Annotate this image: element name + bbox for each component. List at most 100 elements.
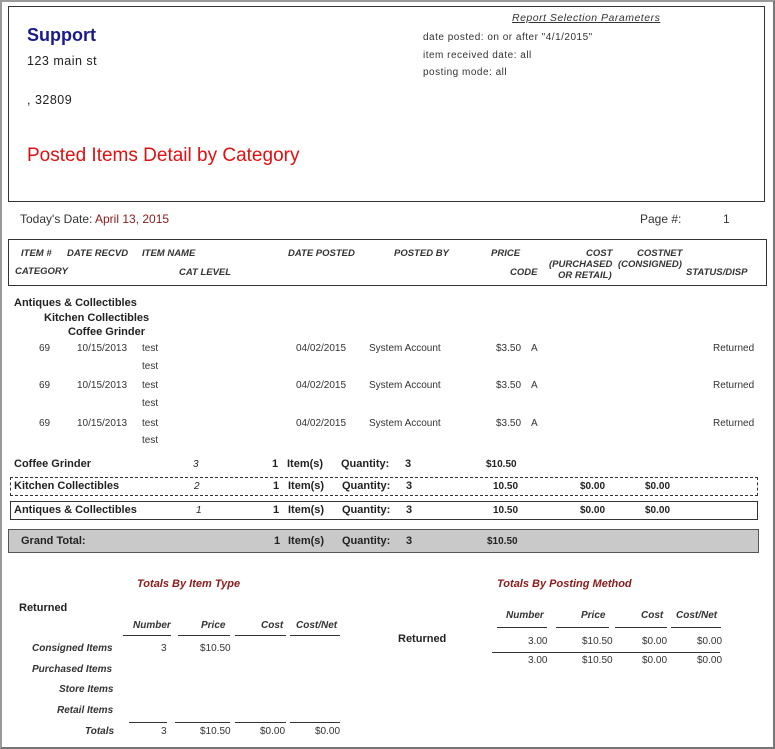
col-item-no: ITEM #	[21, 248, 52, 259]
report-title: Posted Items Detail by Category	[27, 145, 300, 166]
group-level1: Antiques & Collectibles	[14, 297, 137, 309]
type-header-costnet: Cost/Net	[296, 620, 338, 631]
type-header-cost: Cost	[261, 620, 284, 631]
param-date-posted: date posted: on or after "4/1/2015"	[423, 32, 593, 43]
divider	[178, 635, 230, 636]
col-date-posted: DATE POSTED	[288, 248, 355, 259]
grand-total-count: 1	[274, 535, 281, 547]
subtotal-qty: 3	[405, 458, 412, 470]
subtotal-qty-label: Quantity:	[341, 458, 390, 470]
grand-total-qty-label: Quantity:	[342, 535, 391, 547]
method-header-price: Price	[581, 610, 606, 621]
today-date: Today's Date: April 13, 2015	[20, 212, 169, 226]
col-date-recvd: DATE RECVD	[67, 248, 129, 259]
type-row-number: 3	[161, 643, 167, 654]
subtotal-name: Antiques & Collectibles	[14, 504, 137, 516]
subtotal-cost: $0.00	[580, 481, 606, 492]
row-item-no: 69	[39, 343, 51, 354]
subtotal-price: 10.50	[493, 481, 519, 492]
row-date-recvd: 10/15/2013	[77, 380, 128, 391]
type-header-number: Number	[133, 620, 171, 631]
type-totals-costnet: $0.00	[315, 726, 341, 737]
divider	[235, 635, 286, 636]
type-row-label: Retail Items	[57, 705, 114, 716]
row-date-recvd: 10/15/2013	[77, 343, 128, 354]
divider	[615, 627, 667, 628]
type-row-price: $10.50	[200, 643, 231, 654]
today-value: April 13, 2015	[95, 212, 170, 226]
report-header: Support 123 main st , 32809 Posted Items…	[8, 6, 765, 202]
row-posted-by: System Account	[369, 418, 441, 429]
subtotal-qty-label: Quantity:	[342, 480, 391, 492]
type-totals-number: 3	[161, 726, 167, 737]
subtotal-level: 3	[193, 459, 199, 470]
divider	[671, 627, 721, 628]
method-row-price: $10.50	[582, 636, 613, 647]
type-header-price: Price	[201, 620, 226, 631]
col-cost-sub: (PURCHASED	[549, 259, 613, 270]
row-price: $3.50	[496, 380, 522, 391]
col-cost-sub2: OR RETAIL)	[558, 270, 612, 281]
column-header: ITEM # DATE RECVD ITEM NAME DATE POSTED …	[8, 239, 767, 286]
group-level2: Kitchen Collectibles	[44, 312, 150, 324]
subtotal-count: 1	[272, 458, 279, 470]
method-header-cost: Cost	[641, 610, 664, 621]
grand-total-label: Grand Total:	[21, 535, 86, 547]
method-total-cost: $0.00	[642, 655, 668, 666]
row-status: Returned	[713, 418, 755, 429]
grand-total-bar: Grand Total: 1 Item(s) Quantity: 3 $10.5…	[8, 529, 759, 553]
col-cost: COST	[586, 248, 613, 259]
row-item-name-2: test	[142, 398, 159, 409]
row-date-posted: 04/02/2015	[296, 418, 347, 429]
method-row-cost: $0.00	[642, 636, 668, 647]
method-total-costnet: $0.00	[697, 655, 723, 666]
subtotal-level: 2	[194, 481, 200, 492]
group-level3: Coffee Grinder	[68, 326, 146, 338]
company-address-line1: 123 main st	[27, 54, 98, 68]
row-status: Returned	[713, 343, 755, 354]
page-label: Page #:	[640, 212, 682, 226]
company-address-line2: , 32809	[27, 93, 73, 107]
subtotal-items-label: Item(s)	[287, 458, 324, 470]
row-item-no: 69	[39, 418, 51, 429]
row-status: Returned	[713, 380, 755, 391]
method-total-price: $10.50	[582, 655, 613, 666]
method-header-costnet: Cost/Net	[676, 610, 718, 621]
grand-total-qty: 3	[406, 535, 413, 547]
method-row-costnet: $0.00	[697, 636, 723, 647]
row-date-posted: 04/02/2015	[296, 380, 347, 391]
subtotal-count: 1	[273, 504, 280, 516]
row-item-name: test	[142, 380, 159, 391]
subtotal-items-label: Item(s)	[288, 504, 325, 516]
col-status: STATUS/DISP	[686, 267, 748, 278]
row-item-name-2: test	[142, 361, 159, 372]
col-code: CODE	[510, 267, 538, 278]
grand-total-price: $10.50	[487, 536, 518, 547]
subtotal-price: 10.50	[493, 505, 519, 516]
divider	[497, 627, 547, 628]
today-label: Today's Date:	[20, 212, 93, 226]
col-posted-by: POSTED BY	[394, 248, 449, 259]
row-price: $3.50	[496, 418, 522, 429]
subtotal-level1: Antiques & Collectibles 1 1 Item(s) Quan…	[10, 501, 758, 520]
divider	[175, 722, 230, 723]
type-totals-label: Totals	[85, 726, 115, 737]
param-posting-mode: posting mode: all	[423, 67, 508, 78]
param-item-received: item received date: all	[423, 50, 532, 61]
row-date-recvd: 10/15/2013	[77, 418, 128, 429]
subtotal-qty: 3	[406, 504, 413, 516]
divider	[235, 722, 286, 723]
method-total-number: 3.00	[528, 655, 548, 666]
row-code: A	[531, 343, 538, 354]
company-name: Support	[27, 25, 96, 45]
method-row-number: 3.00	[528, 636, 548, 647]
divider	[290, 722, 340, 723]
row-code: A	[531, 380, 538, 391]
row-item-no: 69	[39, 380, 51, 391]
subtotal-level2: Kitchen Collectibles 2 1 Item(s) Quantit…	[10, 477, 758, 496]
type-totals-cost: $0.00	[260, 726, 286, 737]
col-category: CATEGORY	[15, 266, 68, 277]
divider	[123, 635, 171, 636]
col-costnet-sub: (CONSIGNED)	[618, 259, 682, 270]
